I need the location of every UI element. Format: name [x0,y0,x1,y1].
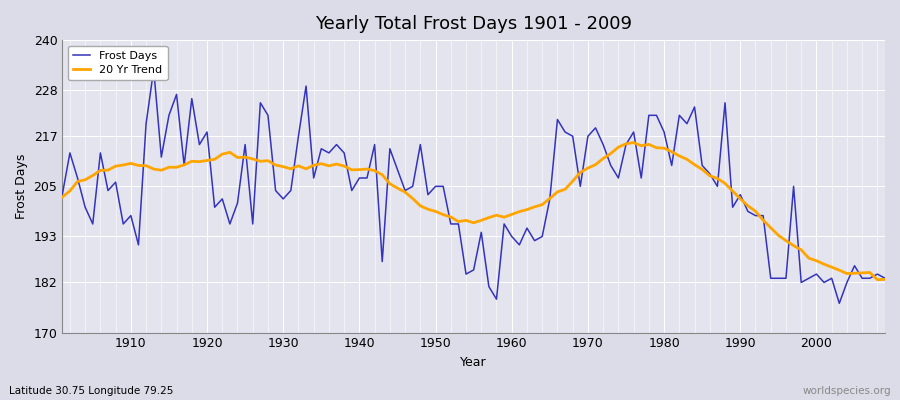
Text: worldspecies.org: worldspecies.org [803,386,891,396]
20 Yr Trend [118,163,129,168]
20 Yr Trend [331,162,342,166]
Line: 20 Yr Trend: 20 Yr Trend [62,142,885,280]
Text: Latitude 30.75 Longitude 79.25: Latitude 30.75 Longitude 79.25 [9,386,174,396]
Line: Frost Days: Frost Days [62,69,885,303]
Frost Days [514,242,525,247]
20 Yr Trend [628,140,639,145]
20 Yr Trend [285,166,296,171]
Frost Days [606,163,616,168]
20 Yr Trend [499,215,509,220]
Frost Days [507,234,517,239]
Y-axis label: Frost Days: Frost Days [15,154,28,219]
Frost Days [338,150,349,155]
20 Yr Trend [598,156,608,161]
Legend: Frost Days, 20 Yr Trend: Frost Days, 20 Yr Trend [68,46,167,80]
20 Yr Trend [507,212,517,217]
Frost Days [879,276,890,281]
20 Yr Trend [57,194,68,199]
Frost Days [57,192,68,197]
20 Yr Trend [872,277,883,282]
20 Yr Trend [879,277,890,282]
Frost Days [118,222,129,226]
Frost Days [148,67,159,72]
Frost Days [834,301,845,306]
Frost Days [293,134,304,139]
Title: Yearly Total Frost Days 1901 - 2009: Yearly Total Frost Days 1901 - 2009 [315,15,632,33]
X-axis label: Year: Year [460,356,487,369]
